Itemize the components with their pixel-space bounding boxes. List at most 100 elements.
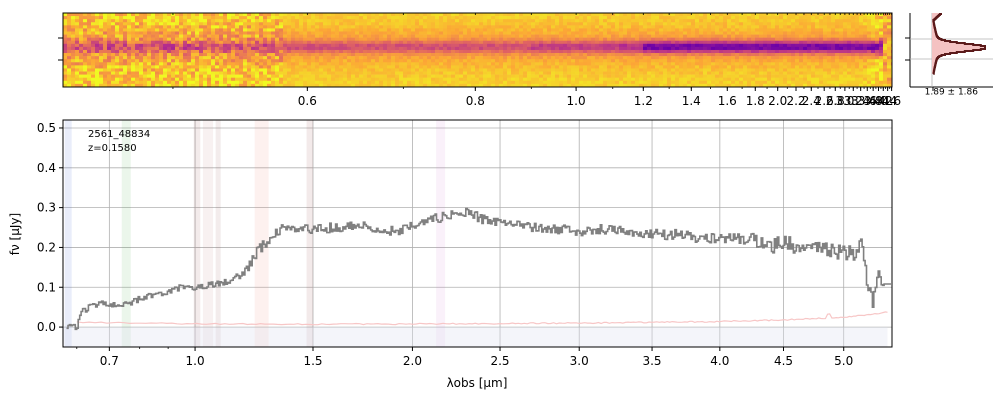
heatmap-cell [759,46,764,51]
heatmap-cell [675,49,680,54]
heatmap-cell [679,53,684,57]
heatmap-cell [815,77,820,82]
heatmap-cell [375,59,380,63]
heatmap-cell [303,83,308,87]
heatmap-cell [207,49,212,54]
heatmap-cell [203,74,208,78]
heatmap-cell [599,25,604,29]
heatmap-cell [319,71,324,75]
heatmap-cell [711,22,716,26]
heatmap-cell [855,31,860,35]
heatmap-cell [887,40,892,45]
heatmap-cell [839,40,844,45]
heatmap-cell [503,74,508,78]
heatmap-cell [203,59,208,63]
heatmap-cell [479,65,484,69]
heatmap-cell [511,62,516,66]
heatmap-cell [331,65,336,69]
heatmap-cell [459,34,464,38]
heatmap-cell [695,59,700,63]
heatmap-cell [567,59,572,63]
heatmap-cell [815,19,820,23]
heatmap-cell [863,74,868,78]
heatmap-cell [411,34,416,38]
heatmap-cell [239,19,244,23]
heatmap-cell [231,74,236,78]
heatmap-cell [647,46,652,51]
heatmap-cell [275,62,280,66]
heatmap-cell [479,31,484,35]
heatmap-cell [803,65,808,69]
heatmap-cell [867,49,872,54]
heatmap-cell [63,16,68,20]
heatmap-cell [199,34,204,38]
heatmap-cell [431,28,436,32]
heatmap-cell [471,56,476,60]
heatmap-cell [363,71,368,75]
heatmap-cell [167,16,172,20]
heatmap-cell [399,83,404,87]
heatmap-cell [287,80,292,85]
heatmap-cell [651,59,656,63]
heatmap-cell [63,25,68,29]
heatmap-cell [259,40,264,45]
heatmap-cell [487,80,492,85]
heatmap-cell [371,65,376,69]
heatmap-cell [279,40,284,45]
heatmap-cell [751,19,756,23]
heatmap-cell [371,31,376,35]
heatmap-cell [567,74,572,78]
heatmap-cell [307,65,312,69]
heatmap-cell [199,49,204,54]
heatmap-cell [299,40,304,45]
heatmap-cell [183,68,188,72]
heatmap-cell [831,16,836,20]
heatmap-cell [343,31,348,35]
heatmap-cell [143,37,148,42]
heatmap-cell [687,19,692,23]
heatmap-cell [507,16,512,20]
heatmap-cell [711,62,716,66]
heatmap-cell [391,62,396,66]
heatmap-cell [143,49,148,54]
heatmap-cell [631,22,636,26]
heatmap-cell [755,77,760,82]
heatmap-cell [831,13,836,17]
heatmap-cell [343,40,348,45]
heatmap-cell [619,83,624,87]
heatmap-cell [715,28,720,32]
heatmap-cell [695,53,700,57]
heatmap-cell [75,46,80,51]
heatmap-cell [455,56,460,60]
heatmap-cell [839,53,844,57]
heatmap-cell [759,53,764,57]
heatmap-cell [131,46,136,51]
heatmap-cell [291,40,296,45]
heatmap-cell [467,71,472,75]
heatmap-cell [559,77,564,82]
heatmap-cell [359,16,364,20]
heatmap-cell [487,16,492,20]
heatmap-cell [615,31,620,35]
heatmap-cell [451,49,456,54]
heatmap-cell [179,25,184,29]
heatmap-cell [495,43,500,48]
heatmap-cell [675,68,680,72]
heatmap-cell [387,83,392,87]
heatmap-cell [563,37,568,42]
heatmap-cell [287,19,292,23]
heatmap-cell [391,65,396,69]
heatmap-cell [423,40,428,45]
heatmap-cell [71,46,76,51]
heatmap-cell [679,62,684,66]
heatmap-cell [479,56,484,60]
heatmap-cell [783,22,788,26]
heatmap-cell [495,28,500,32]
heatmap-cell [819,19,824,23]
heatmap-cell [75,19,80,23]
heatmap-cell [743,13,748,17]
heatmap-cell [683,53,688,57]
heatmap-cell [527,34,532,38]
heatmap-cell [623,59,628,63]
heatmap-cell [783,13,788,17]
